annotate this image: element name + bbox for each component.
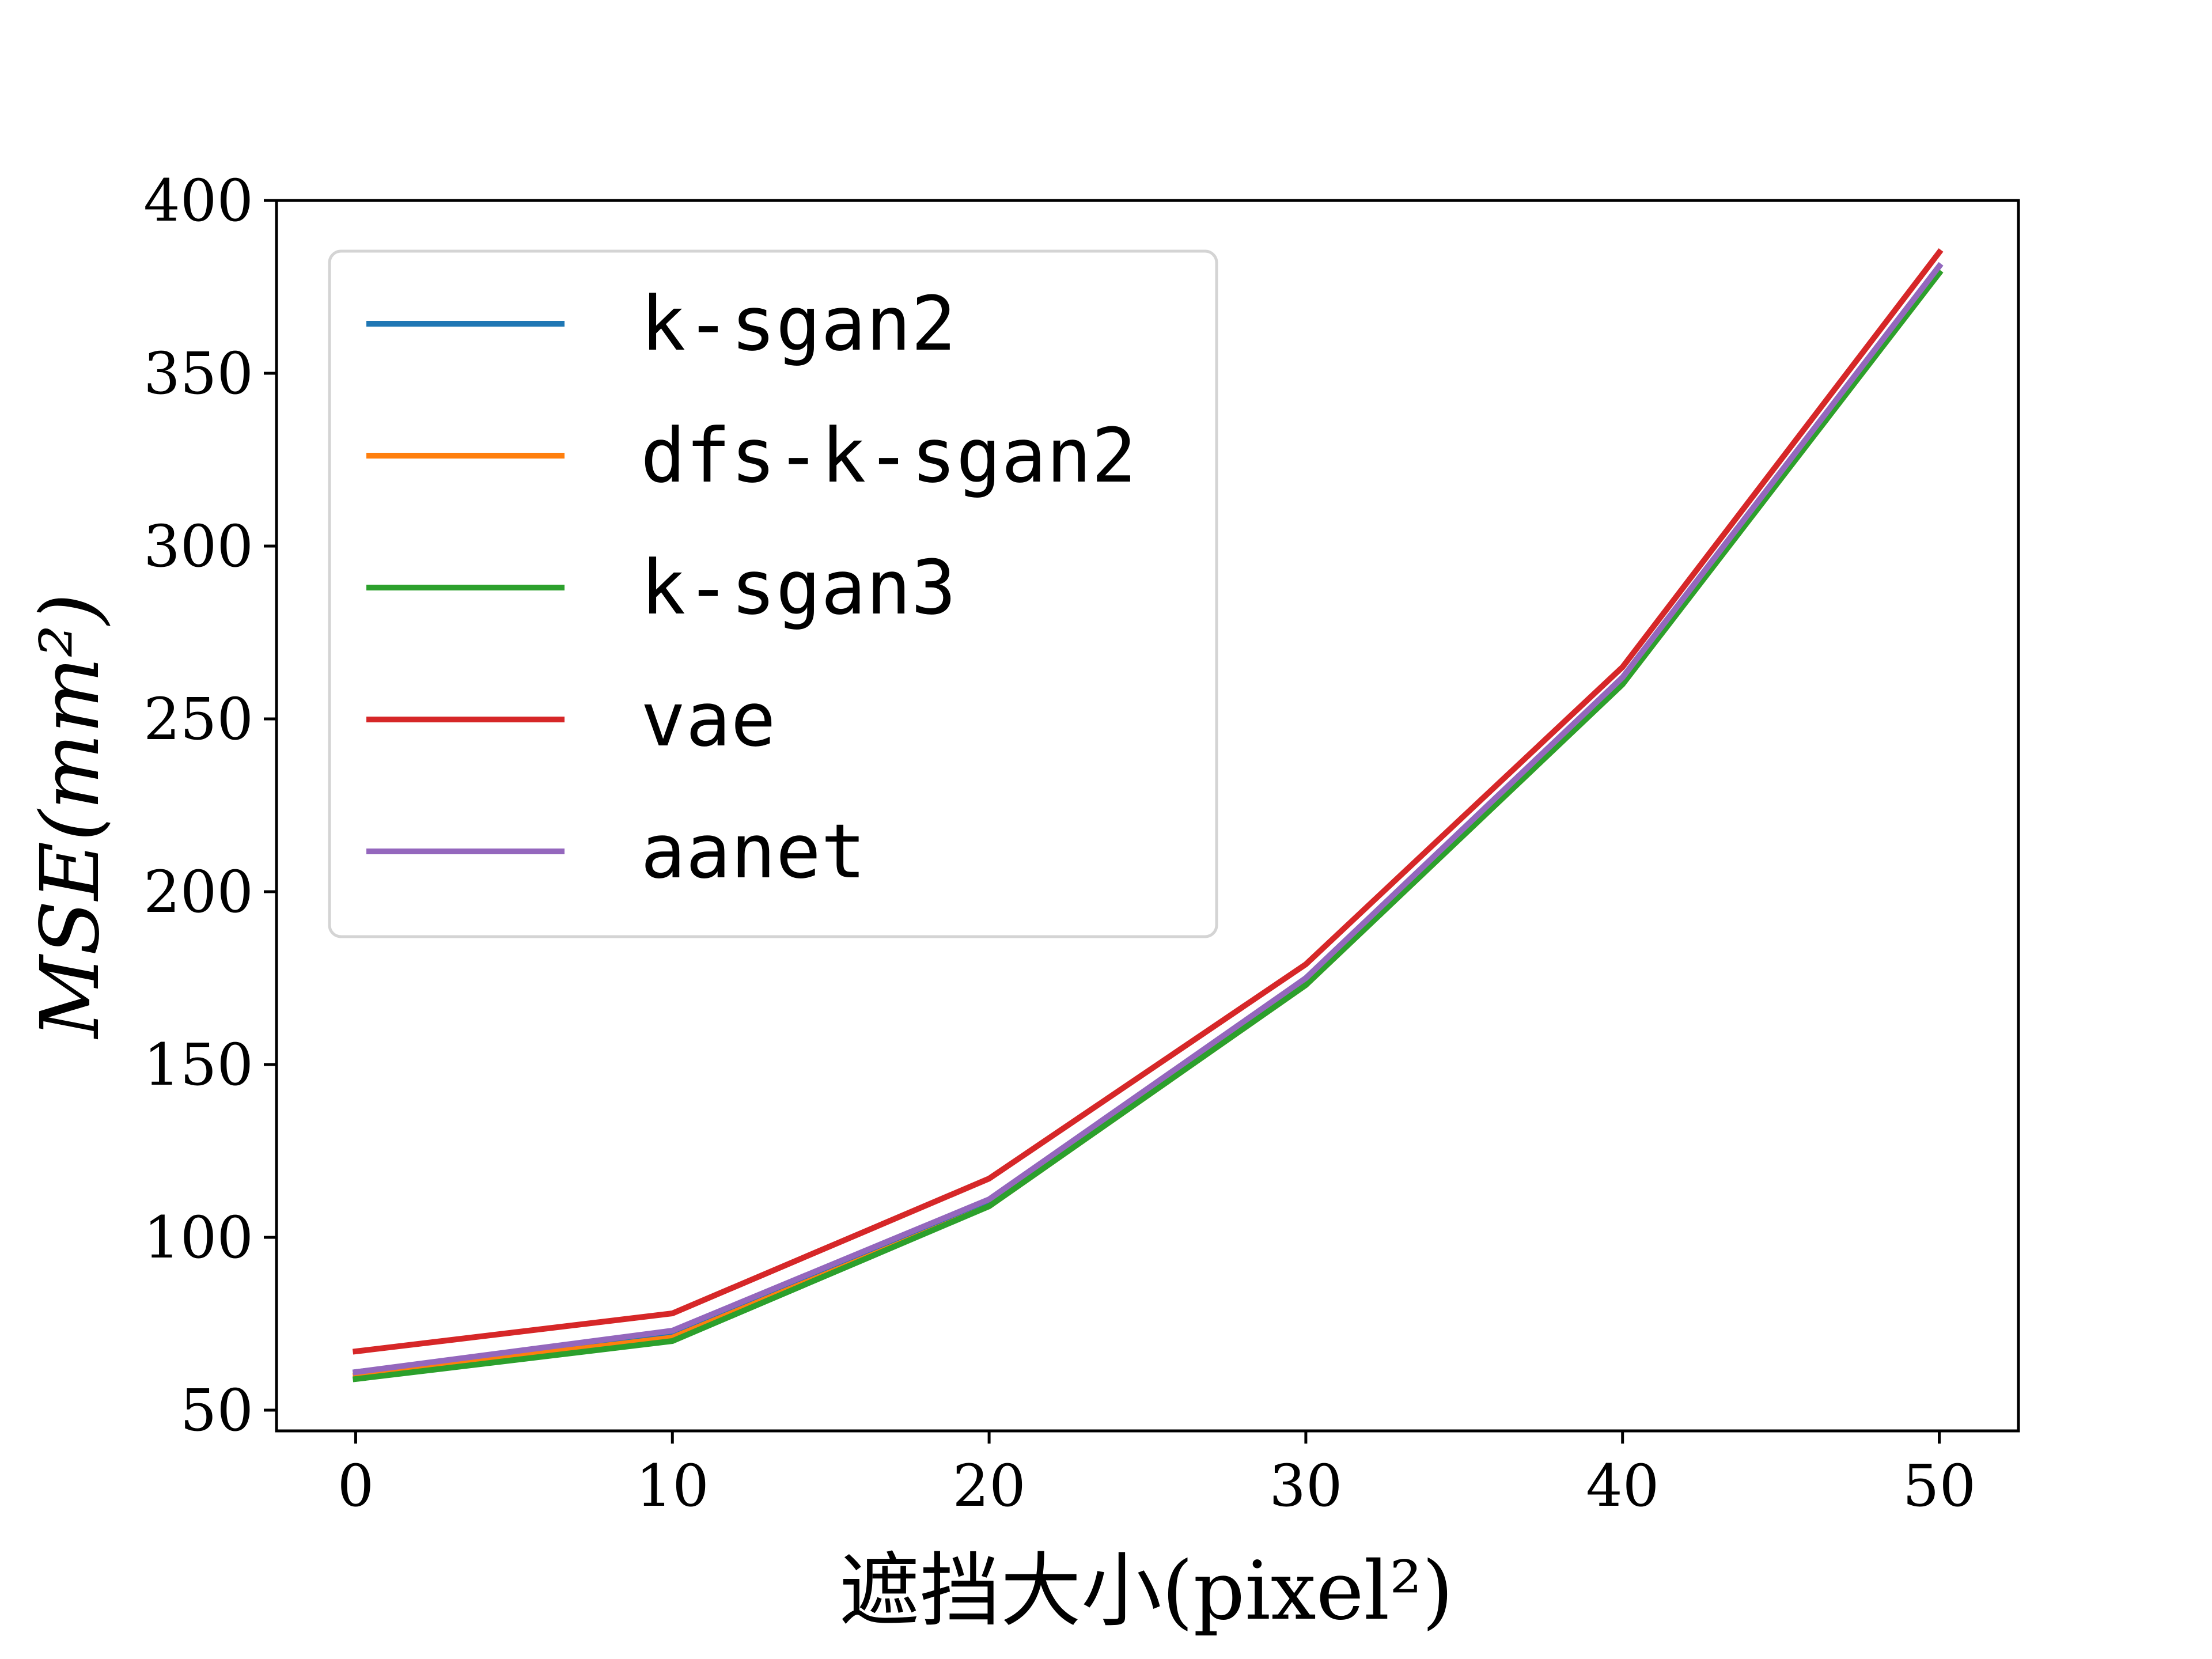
legend: k-sgan2 dfs-k-sgan2 k-sgan3 vae aanet (328, 249, 1218, 938)
y-tick-label: 150 (143, 1031, 253, 1099)
series-line-vae (352, 248, 1944, 1355)
legend-label-k-sgan3: k-sgan3 (641, 544, 956, 631)
legend-label-aanet: aanet (641, 808, 866, 895)
y-tick-label: 200 (143, 858, 253, 926)
x-axis-label: 遮挡大小(pixel²) (839, 1544, 1453, 1638)
y-tick-label: 100 (143, 1204, 253, 1271)
legend-box (328, 249, 1218, 938)
plot-frame (275, 199, 2020, 1433)
series-layer (352, 248, 1944, 1382)
legend-entries: k-sgan2 dfs-k-sgan2 k-sgan3 vae aanet (366, 280, 1137, 895)
series-line-aanet (352, 262, 1944, 1376)
x-tick-label: 10 (636, 1452, 709, 1520)
legend-label-vae: vae (641, 676, 776, 763)
x-tick-label: 50 (1903, 1452, 1976, 1520)
y-axis-label: MSE(mm²) (24, 593, 118, 1040)
x-tick-label: 40 (1586, 1452, 1659, 1520)
y-tick-label: 250 (143, 685, 253, 753)
x-tick-label: 20 (952, 1452, 1025, 1520)
y-axis: 50 100 150 200 250 300 350 400 (143, 167, 276, 1444)
y-tick-label: 350 (143, 340, 253, 407)
x-tick-label: 0 (338, 1452, 374, 1520)
legend-label-dfs-k-sgan2: dfs-k-sgan2 (641, 412, 1137, 499)
y-tick-label: 300 (143, 513, 253, 580)
series-line-k-sgan3 (352, 268, 1944, 1382)
x-axis: 0 10 20 30 40 50 (338, 1431, 1976, 1520)
x-tick-label: 30 (1269, 1452, 1342, 1520)
y-tick-label: 400 (143, 167, 253, 234)
y-tick-label: 50 (180, 1377, 253, 1444)
legend-label-k-sgan2: k-sgan2 (641, 280, 956, 368)
